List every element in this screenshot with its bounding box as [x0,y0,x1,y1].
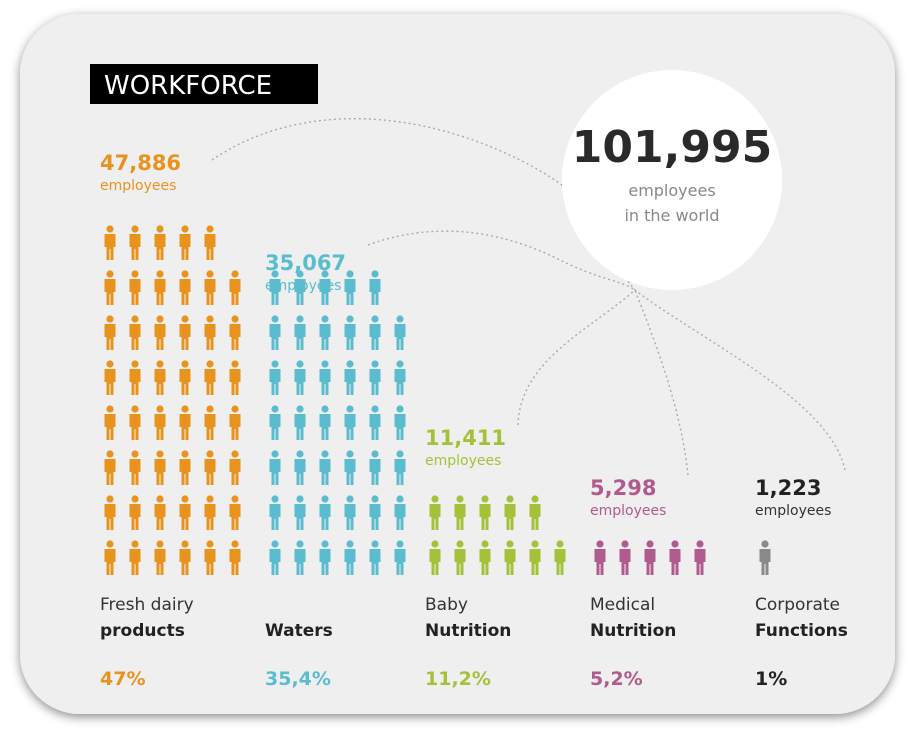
group-count: 35,067 [265,251,346,275]
group-name-bold: Nutrition [425,621,511,641]
title-box [90,64,318,104]
group-unit: employees [425,453,501,469]
group-name-bold: Functions [755,621,848,641]
group-share: 47% [100,668,145,690]
group-share: 1% [755,668,787,690]
group-share: 35,4% [265,668,331,690]
group-share: 11,2% [425,668,491,690]
group-name: Corporate [755,595,840,615]
group-count: 11,411 [425,426,506,450]
group-name: Medical [590,595,655,615]
group-name-bold: Waters [265,621,333,641]
group-share: 5,2% [590,668,643,690]
group-unit: employees [755,503,831,519]
group-count: 47,886 [100,151,181,175]
group-name: Fresh dairy [100,595,194,615]
group-unit: employees [590,503,666,519]
group-count: 5,298 [590,476,656,500]
title: WORKFORCE [104,71,272,101]
group-name-bold: products [100,621,185,641]
total-label: in the world [624,206,719,225]
group-name-bold: Nutrition [590,621,676,641]
group-unit: employees [100,178,176,194]
group-name: Baby [425,595,468,615]
group-count: 1,223 [755,476,821,500]
total-label: employees [628,181,715,200]
total-circle [562,70,782,290]
total-value: 101,995 [572,122,772,173]
